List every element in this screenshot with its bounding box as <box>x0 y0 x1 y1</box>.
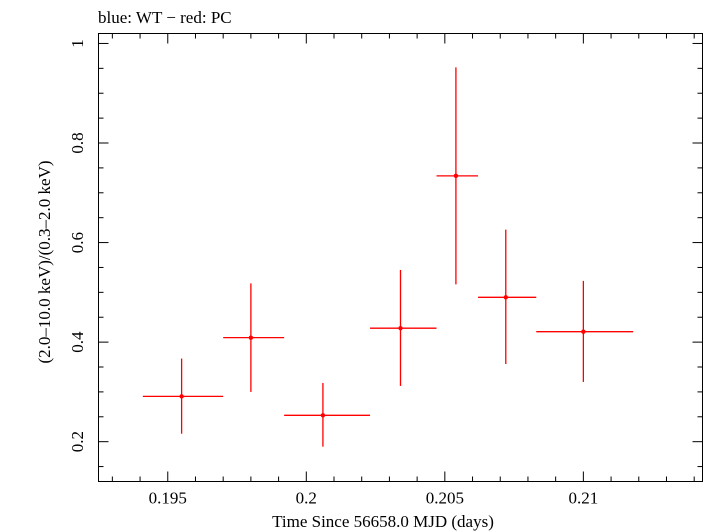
data-point <box>284 382 371 447</box>
point-marker <box>453 173 459 179</box>
point-marker <box>320 413 326 418</box>
y-axis: 0.2 0.4 0.6 0.8 1 <box>68 39 703 468</box>
plot-frame <box>98 33 703 482</box>
chart-title: blue: WT − red: PC <box>98 8 232 27</box>
y-tick-label: 0.4 <box>68 331 87 353</box>
data-series <box>142 67 634 447</box>
x-tick-label: 0.2 <box>296 489 317 508</box>
x-axis-label: Time Since 56658.0 MJD (days) <box>272 512 494 531</box>
point-marker <box>581 329 586 334</box>
x-axis: 0.195 0.2 0.205 0.21 <box>111 33 695 508</box>
x-tick-label: 0.21 <box>568 489 598 508</box>
y-tick-label: 0.6 <box>68 232 87 253</box>
y-tick-label: 0.8 <box>68 132 87 153</box>
point-marker <box>398 325 403 331</box>
point-marker <box>179 394 184 399</box>
data-point <box>142 358 224 434</box>
point-marker <box>248 335 254 340</box>
y-axis-label: (2.0–10.0 keV)/(0.3–2.0 keV) <box>35 160 54 363</box>
data-point <box>436 67 479 285</box>
data-point <box>536 280 634 382</box>
data-point <box>478 229 537 365</box>
data-point <box>370 269 437 386</box>
data-point <box>223 283 285 392</box>
x-tick-label: 0.205 <box>426 489 464 508</box>
x-tick-label: 0.195 <box>149 489 187 508</box>
y-tick-label: 1 <box>68 39 87 48</box>
point-marker <box>503 295 508 300</box>
y-tick-label: 0.2 <box>68 431 87 452</box>
